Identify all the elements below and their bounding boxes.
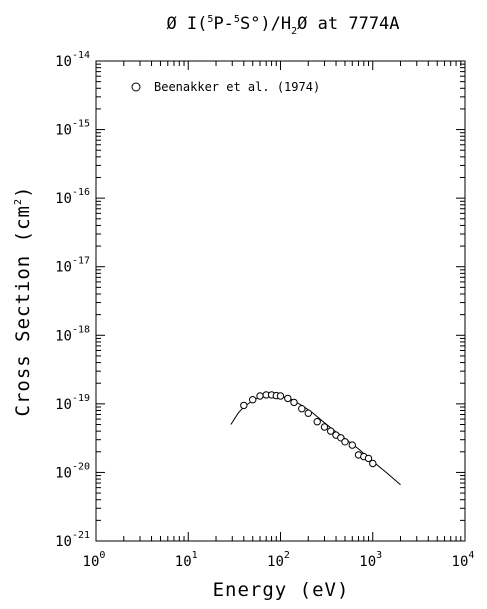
legend-marker (131, 82, 141, 92)
data-point (348, 441, 356, 449)
plot-frame (95, 60, 466, 542)
data-point (369, 459, 377, 468)
data-point (320, 423, 329, 431)
data-points (240, 391, 377, 468)
x-tick-label: 103 (359, 550, 382, 570)
x-tick-label: 101 (175, 550, 198, 570)
x-axis-label: Energy (eV) (213, 579, 350, 601)
legend: Beenakker et al. (1974) (131, 80, 320, 94)
y-tick-label: 10-18 (55, 324, 90, 344)
y-tick-label: 10-14 (55, 50, 90, 70)
y-axis-label: Cross Section (cm2) (12, 186, 34, 417)
legend-label: Beenakker et al. (1974) (154, 80, 320, 94)
data-point (364, 454, 373, 463)
y-tick-label: 10-20 (55, 461, 90, 481)
fit-curve (230, 394, 401, 486)
data-point (249, 396, 257, 404)
y-tick-label: 10-17 (55, 256, 90, 276)
y-tick-label: 10-19 (55, 393, 90, 413)
data-point (327, 427, 335, 435)
data-point (304, 409, 312, 417)
y-axis-tick-labels: 10-21 10-20 10-19 10-18 10-17 10-16 10-15 10-14 (55, 50, 90, 550)
y-tick-label: 10-21 (55, 530, 90, 550)
x-tick-label: 104 (452, 550, 475, 570)
data-point (256, 392, 264, 400)
data-point (240, 401, 248, 410)
y-tick-label: 10-16 (55, 187, 90, 207)
data-point (341, 438, 349, 446)
x-axis-ticks (95, 61, 462, 541)
chart-title: Ø I(5P-5S°)/H2Ø at 7774A (166, 14, 399, 37)
data-point (290, 398, 298, 407)
data-point (276, 392, 285, 400)
data-point (298, 405, 306, 413)
x-axis-tick-labels: 100 101 102 103 104 (83, 550, 475, 570)
fit-line-path (230, 394, 401, 486)
y-axis-ticks (96, 63, 465, 542)
data-point (313, 418, 321, 426)
x-tick-label: 102 (267, 550, 290, 570)
y-tick-label: 10-15 (55, 119, 90, 139)
x-tick-label: 100 (83, 550, 106, 570)
data-point (284, 394, 292, 403)
